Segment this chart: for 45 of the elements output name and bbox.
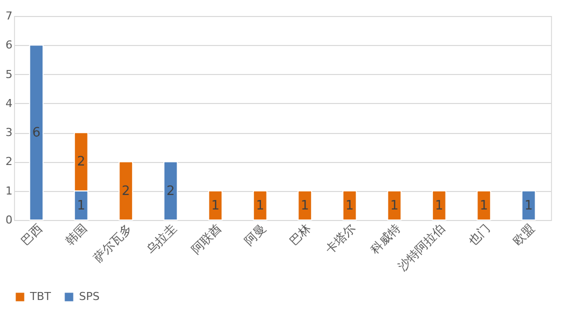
data-label: 2	[76, 154, 86, 170]
bar	[342, 190, 357, 220]
y-tick-label: 0	[6, 214, 12, 226]
data-label: 1	[345, 198, 354, 214]
data-label: 1	[524, 198, 533, 214]
bar	[432, 190, 446, 220]
data-label: 1	[300, 198, 310, 214]
bar	[163, 161, 178, 220]
x-tick-label: 韩国	[62, 221, 90, 248]
y-tick-label: 3	[6, 126, 12, 140]
data-label: 1	[256, 198, 264, 214]
x-tick-label: 欧盟	[510, 221, 538, 248]
x-tick-label: 科威特	[368, 221, 403, 256]
bar	[118, 161, 134, 220]
data-label: 1	[480, 198, 488, 214]
data-label: 1	[76, 198, 86, 214]
x-tick-label: 也门	[465, 221, 492, 248]
x-tick-label: 乌拉圭	[144, 221, 180, 256]
y-tick-label: 7	[6, 10, 12, 22]
legend-label: SPS	[79, 290, 100, 303]
data-label: 1	[211, 198, 220, 214]
bar	[387, 190, 402, 220]
y-tick-label: 2	[6, 155, 12, 168]
y-tick-label: 5	[6, 68, 12, 81]
bar	[252, 190, 268, 220]
bar	[208, 190, 223, 220]
bar	[298, 190, 312, 220]
data-label: 2	[122, 184, 130, 199]
bar	[476, 190, 492, 220]
x-tick-label: 巴林	[286, 221, 314, 248]
data-label: 2	[166, 184, 175, 199]
x-tick-label: 阿联酋	[188, 221, 224, 256]
x-tick-label: 巴西	[18, 221, 45, 248]
data-label: 6	[32, 126, 41, 141]
x-tick-label: 卡塔尔	[322, 221, 358, 256]
y-tick-label: 6	[6, 38, 12, 52]
x-tick-label: 阿曼	[242, 221, 269, 248]
x-tick-label: 萨尔瓦多	[90, 221, 134, 265]
bar	[521, 190, 536, 220]
bar	[29, 44, 44, 220]
y-tick-label: 4	[6, 96, 12, 110]
data-label: 1	[434, 198, 444, 214]
data-label: 1	[390, 198, 399, 214]
legend-label: TBT	[29, 290, 52, 303]
y-tick-label: 1	[6, 184, 12, 198]
